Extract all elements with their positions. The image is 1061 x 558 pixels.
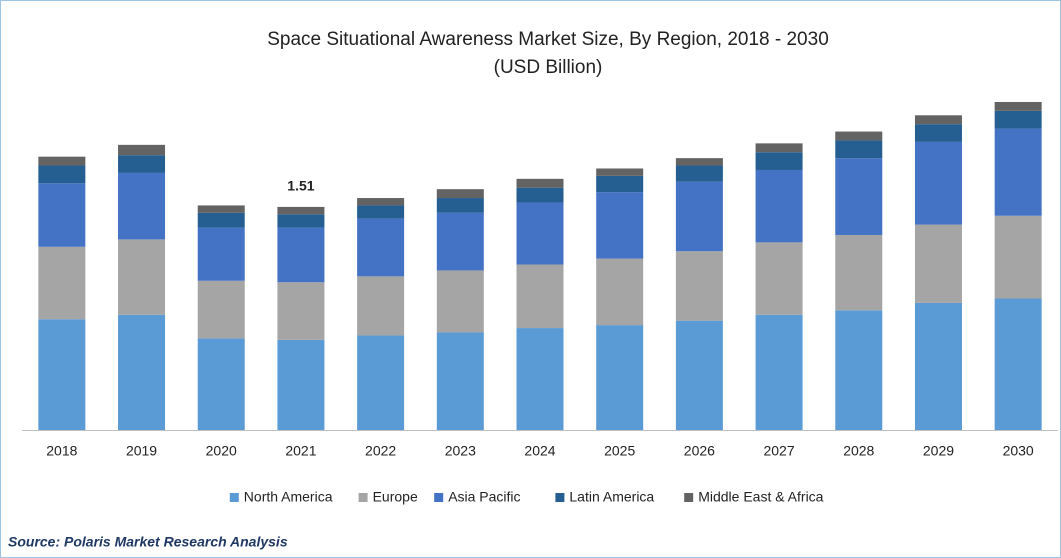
bar-segment: [596, 192, 644, 259]
bar-segment: [118, 172, 166, 240]
bar-segment: [277, 282, 325, 340]
bar-segment: [436, 332, 484, 430]
bar-segment: [596, 258, 644, 326]
bar-segment: [357, 205, 405, 219]
bar-segment: [914, 302, 962, 430]
bar-segment: [914, 115, 962, 125]
x-tick-label: 2030: [1003, 443, 1034, 459]
bar-segment: [675, 251, 723, 321]
bar-segment: [675, 165, 723, 182]
bar-segment: [675, 181, 723, 252]
bar-segment: [914, 124, 962, 142]
bar-segment: [755, 143, 803, 153]
bar-segment: [994, 128, 1042, 216]
legend-label: North America: [244, 489, 333, 505]
bar-segment: [914, 141, 962, 225]
bar-segment: [38, 156, 86, 166]
legend-swatch: [229, 493, 239, 502]
legend-label: Latin America: [569, 489, 654, 505]
x-tick-label: 2024: [524, 443, 555, 459]
bar-segment: [357, 335, 405, 430]
bar-segment: [994, 215, 1042, 299]
bar-segment: [516, 202, 564, 265]
bar-segment: [118, 144, 166, 156]
x-tick-label: 2023: [445, 443, 476, 459]
chart-subtitle: (USD Billion): [494, 57, 603, 78]
bar-segment: [994, 110, 1042, 129]
bar-segment: [357, 198, 405, 206]
legend-label: Europe: [373, 489, 418, 505]
bar-segment: [516, 187, 564, 203]
bar-segment: [596, 175, 644, 193]
x-tick-label: 2021: [285, 443, 316, 459]
bar-segment: [755, 152, 803, 170]
bar-segment: [755, 242, 803, 315]
legend-swatch: [555, 493, 565, 502]
x-tick-label: 2025: [604, 443, 635, 459]
x-tick-label: 2028: [843, 443, 874, 459]
bar-segment: [436, 270, 484, 333]
bar-segment: [755, 169, 803, 243]
bar-segment: [38, 319, 86, 430]
bar-segment: [357, 218, 405, 277]
bar-segment: [277, 206, 325, 215]
bar-segment: [197, 205, 245, 213]
bar-segment: [755, 314, 803, 430]
bar-segment: [118, 314, 166, 430]
bar-segment: [277, 227, 325, 283]
bar-segment: [357, 276, 405, 336]
x-tick-label: 2018: [46, 443, 77, 459]
bar-segment: [118, 155, 166, 173]
source: Source: Polaris Market Research Analysis: [8, 534, 288, 550]
legend-swatch: [434, 493, 444, 502]
bar-segment: [277, 214, 325, 228]
x-tick-label: 2019: [126, 443, 157, 459]
bar-segment: [197, 280, 245, 339]
bar-segment: [835, 310, 883, 430]
x-tick-label: 2029: [923, 443, 954, 459]
bar-segment: [197, 212, 245, 228]
bar-segment: [38, 246, 86, 320]
bar-segment: [994, 102, 1042, 111]
legend-swatch: [358, 493, 368, 502]
legend-label: Middle East & Africa: [698, 489, 823, 505]
bar-segment: [675, 158, 723, 166]
bar-segment: [197, 227, 245, 281]
bar-segment: [516, 178, 564, 188]
bar-segment: [436, 198, 484, 213]
data-label: 1.51: [287, 178, 314, 194]
bar-segment: [436, 189, 484, 199]
bar-segment: [596, 168, 644, 176]
legend-label: Asia Pacific: [448, 489, 520, 505]
bar-segment: [835, 234, 883, 311]
bar-segment: [38, 183, 86, 247]
bar-segment: [38, 165, 86, 184]
bar-segment: [835, 131, 883, 141]
legend-swatch: [684, 493, 694, 502]
bar-segment: [516, 328, 564, 430]
bar-segment: [835, 158, 883, 235]
x-tick-label: 2027: [763, 443, 794, 459]
bar-segment: [197, 338, 245, 430]
x-tick-label: 2020: [206, 443, 237, 459]
chart-title: Space Situational Awareness Market Size,…: [267, 29, 829, 50]
bar-segment: [675, 320, 723, 430]
bar-segment: [277, 339, 325, 430]
x-tick-label: 2026: [684, 443, 715, 459]
bar-segment: [516, 264, 564, 329]
bar-segment: [994, 298, 1042, 430]
bar-segment: [835, 140, 883, 159]
bar-segment: [436, 212, 484, 271]
bar-segment: [914, 224, 962, 303]
x-tick-label: 2022: [365, 443, 396, 459]
bar-segment: [596, 325, 644, 430]
bar-segment: [118, 239, 166, 315]
